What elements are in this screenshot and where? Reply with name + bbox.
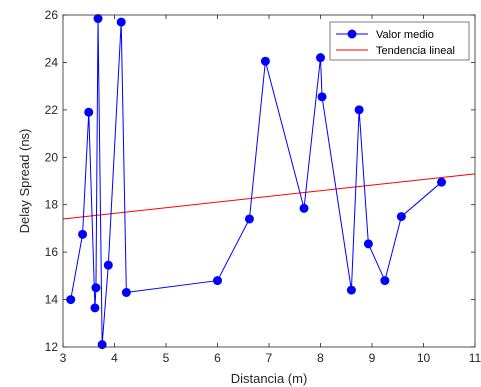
y-tick-label: 20 xyxy=(45,150,59,164)
data-point xyxy=(380,276,390,286)
x-axis-label: Distancia (m) xyxy=(231,371,308,386)
data-point xyxy=(103,260,113,270)
y-tick-label: 24 xyxy=(45,55,59,69)
y-tick-label: 12 xyxy=(45,340,59,354)
x-tick-label: 7 xyxy=(266,351,273,365)
series-line-valor-medio xyxy=(70,18,442,345)
data-point xyxy=(317,92,327,102)
x-tick-label: 10 xyxy=(417,351,431,365)
x-tick-label: 6 xyxy=(214,351,221,365)
legend-label-tendencia: Tendencia lineal xyxy=(376,45,455,57)
x-tick-label: 5 xyxy=(163,351,170,365)
data-point xyxy=(244,214,254,224)
data-point xyxy=(213,276,222,286)
y-tick-label: 16 xyxy=(45,245,59,259)
data-point xyxy=(93,14,103,24)
data-point xyxy=(260,56,270,66)
y-tick-label: 26 xyxy=(45,8,59,22)
y-axis-label: Delay Spread (ns) xyxy=(17,129,32,234)
data-point xyxy=(66,295,76,305)
data-point xyxy=(316,53,325,63)
data-point xyxy=(363,239,373,249)
data-point xyxy=(90,303,100,313)
data-point xyxy=(97,340,107,350)
legend: Valor medio Tendencia lineal xyxy=(329,21,470,61)
y-tick-label: 18 xyxy=(45,198,59,212)
series-layer xyxy=(62,14,476,350)
trend-line xyxy=(62,173,476,220)
data-point xyxy=(91,283,101,293)
x-tick-label: 4 xyxy=(111,351,118,365)
legend-box xyxy=(329,21,470,61)
data-point xyxy=(121,287,131,297)
data-point xyxy=(84,107,94,117)
data-point xyxy=(354,105,364,115)
legend-marker-valor-medio xyxy=(347,29,357,39)
y-tick-label: 22 xyxy=(45,103,59,117)
data-point xyxy=(78,229,88,239)
x-tick-label: 3 xyxy=(60,351,67,365)
x-tick-label: 11 xyxy=(469,351,481,365)
data-point xyxy=(299,203,309,213)
plot-frame xyxy=(62,14,476,348)
ticks: 3 4 5 6 7 8 9 10 11 12 14 16 18 20 22 24 26 xyxy=(45,8,481,365)
data-point xyxy=(346,285,356,295)
data-point xyxy=(437,177,447,187)
x-tick-label: 9 xyxy=(369,351,376,365)
legend-label-valor-medio: Valor medio xyxy=(376,29,434,41)
data-point xyxy=(116,17,126,27)
data-point xyxy=(396,212,406,222)
x-tick-label: 8 xyxy=(317,351,324,365)
y-tick-label: 14 xyxy=(45,293,59,307)
